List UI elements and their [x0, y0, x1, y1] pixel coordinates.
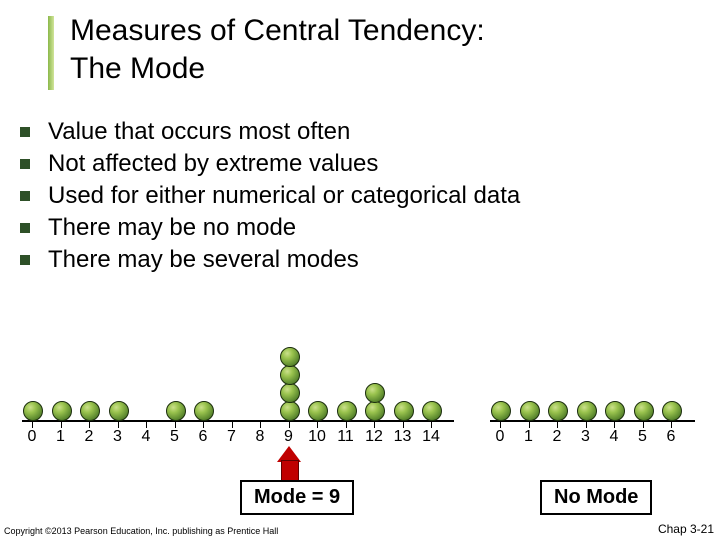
axis-label: 3	[113, 428, 122, 446]
axis-label: 6	[199, 428, 208, 446]
axis-label: 14	[422, 428, 440, 446]
axis-label: 2	[553, 428, 562, 446]
axis-label: 0	[28, 428, 37, 446]
copyright-text: Copyright ©2013 Pearson Education, Inc. …	[4, 526, 278, 536]
bullet-square-icon	[20, 159, 30, 169]
bullet-item: There may be several modes	[20, 246, 520, 274]
axis-label: 0	[496, 428, 505, 446]
axis-tick	[529, 420, 530, 428]
data-point-ball	[280, 347, 300, 367]
axis-label: 11	[337, 428, 354, 446]
chapter-page: Chap 3-21	[658, 522, 714, 536]
slide-title: Measures of Central Tendency: The Mode	[48, 12, 485, 90]
axis-tick	[346, 420, 347, 428]
axis-tick	[557, 420, 558, 428]
axis-tick	[671, 420, 672, 428]
axis-label: 7	[227, 428, 236, 446]
data-point-ball	[577, 401, 597, 421]
bullet-item: Value that occurs most often	[20, 118, 520, 146]
data-point-ball	[23, 401, 43, 421]
data-point-ball	[422, 401, 442, 421]
bullet-square-icon	[20, 255, 30, 265]
data-point-ball	[662, 401, 682, 421]
axis-tick	[289, 420, 290, 428]
axis-label: 2	[85, 428, 94, 446]
title-line1: Measures of Central Tendency:	[70, 14, 485, 47]
axis-label: 6	[667, 428, 676, 446]
axis-tick	[431, 420, 432, 428]
axis-tick	[232, 420, 233, 428]
axis-tick	[203, 420, 204, 428]
bullet-square-icon	[20, 127, 30, 137]
axis-label: 5	[170, 428, 179, 446]
data-point-ball	[337, 401, 357, 421]
bullet-square-icon	[20, 191, 30, 201]
axis-label: 4	[142, 428, 151, 446]
data-point-ball	[194, 401, 214, 421]
axis-tick	[317, 420, 318, 428]
data-point-ball	[52, 401, 72, 421]
axis-tick	[32, 420, 33, 428]
title-line2: The Mode	[70, 52, 205, 85]
bullet-list: Value that occurs most often Not affecte…	[20, 118, 520, 278]
axis-tick	[146, 420, 147, 428]
data-point-ball	[394, 401, 414, 421]
axis-tick	[61, 420, 62, 428]
bullet-square-icon	[20, 223, 30, 233]
axis-tick	[614, 420, 615, 428]
axis-tick	[374, 420, 375, 428]
mode-result-right: No Mode	[540, 480, 652, 515]
mode-result-left: Mode = 9	[240, 480, 354, 515]
axis-label: 4	[610, 428, 619, 446]
data-point-ball	[520, 401, 540, 421]
bullet-text: Not affected by extreme values	[48, 150, 378, 178]
bullet-text: Value that occurs most often	[48, 118, 350, 146]
data-point-ball	[109, 401, 129, 421]
data-point-ball	[166, 401, 186, 421]
data-point-ball	[280, 401, 300, 421]
axis-tick	[118, 420, 119, 428]
data-point-ball	[548, 401, 568, 421]
data-point-ball	[280, 365, 300, 385]
axis-tick	[643, 420, 644, 428]
data-point-ball	[280, 383, 300, 403]
axis-tick	[500, 420, 501, 428]
data-point-ball	[491, 401, 511, 421]
bullet-text: There may be several modes	[48, 246, 359, 274]
bullet-item: Used for either numerical or categorical…	[20, 182, 520, 210]
axis-tick	[586, 420, 587, 428]
bullet-item: There may be no mode	[20, 214, 520, 242]
axis-label: 1	[56, 428, 65, 446]
axis-label: 9	[284, 428, 293, 446]
bullet-text: There may be no mode	[48, 214, 296, 242]
title-text: Measures of Central Tendency: The Mode	[70, 12, 485, 87]
data-point-ball	[365, 383, 385, 403]
data-point-ball	[634, 401, 654, 421]
axis-tick	[89, 420, 90, 428]
data-point-ball	[308, 401, 328, 421]
axis-line	[490, 420, 695, 422]
title-accent-bar	[48, 16, 54, 90]
data-point-ball	[605, 401, 625, 421]
axis-label: 10	[308, 428, 326, 446]
bullet-text: Used for either numerical or categorical…	[48, 182, 520, 210]
axis-label: 1	[524, 428, 533, 446]
axis-tick	[403, 420, 404, 428]
data-point-ball	[80, 401, 100, 421]
axis-label: 3	[581, 428, 590, 446]
bullet-item: Not affected by extreme values	[20, 150, 520, 178]
axis-label: 12	[365, 428, 383, 446]
axis-label: 8	[256, 428, 265, 446]
axis-tick	[260, 420, 261, 428]
axis-label: 5	[638, 428, 647, 446]
axis-label: 13	[394, 428, 412, 446]
data-point-ball	[365, 401, 385, 421]
axis-tick	[175, 420, 176, 428]
